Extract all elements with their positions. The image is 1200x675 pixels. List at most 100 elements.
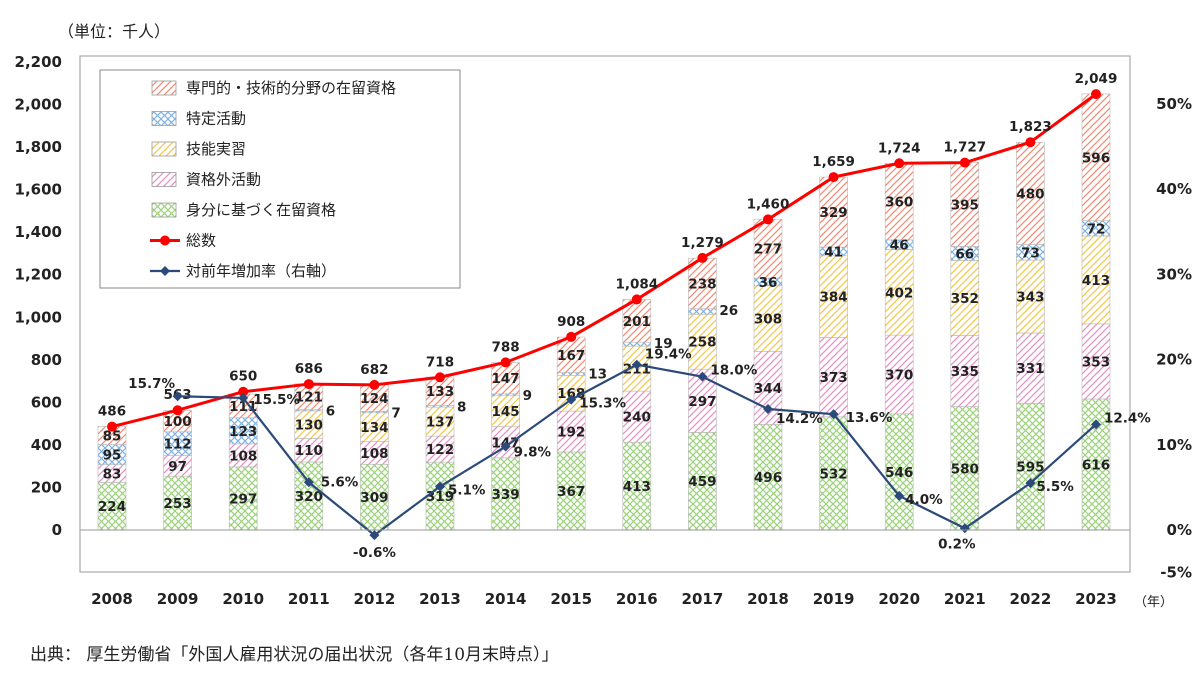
growth-rate-point xyxy=(238,392,249,403)
bar-segment-status xyxy=(556,451,586,531)
left-axis-tick-label: 600 xyxy=(31,393,62,411)
segment-label-outside: 344 xyxy=(754,381,782,397)
total-label: 1,727 xyxy=(943,140,986,156)
growth-rate-point xyxy=(1025,478,1036,489)
total-point xyxy=(697,252,708,263)
legend-swatch-trainee xyxy=(151,141,177,157)
bar-segment-professional xyxy=(753,218,783,279)
total-label: 1,823 xyxy=(1009,119,1052,135)
bar-2011 xyxy=(294,383,324,531)
total-label: 486 xyxy=(98,404,126,420)
segment-label-specific: 123 xyxy=(229,424,257,440)
segment-label-trainee: 308 xyxy=(754,312,782,328)
segment-label-trainee: 402 xyxy=(885,285,913,301)
source-label: 出典： 厚生労働省「外国人雇用状況の届出状況（各年10月末時点）」 xyxy=(30,645,559,665)
bar-segment-specific xyxy=(622,341,652,347)
bar-segment-professional xyxy=(556,336,586,373)
bar-2008 xyxy=(97,426,127,531)
bar-segment-trainee xyxy=(491,395,520,427)
segment-label-professional: 100 xyxy=(164,414,192,430)
segment-label-specific: 19 xyxy=(654,336,673,352)
left-axis-tick-label: 1,400 xyxy=(15,223,62,241)
total-label: 650 xyxy=(229,369,257,385)
segment-label-specific: 8 xyxy=(457,399,466,415)
stacked-bar-line-chart: 2248395852539711210029710812311132011013… xyxy=(15,53,1192,610)
bar-segment-outside xyxy=(884,334,914,415)
segment-label-outside: 122 xyxy=(426,442,454,458)
segment-label-status: 320 xyxy=(295,489,323,505)
segment-label-status: 595 xyxy=(1016,460,1044,476)
total-point xyxy=(172,405,183,416)
legend-item-total: 総数 xyxy=(150,232,216,250)
bar-segment-outside xyxy=(950,335,980,407)
right-axis-tick-label: 10% xyxy=(1156,436,1192,454)
segment-label-outside: 297 xyxy=(688,394,716,410)
segment-label-outside: 335 xyxy=(951,364,979,380)
segment-label-outside: 353 xyxy=(1082,354,1110,370)
right-axis-tick-label: 0% xyxy=(1167,521,1192,539)
unit-label: （単位：千人） xyxy=(58,22,171,41)
bar-2009 xyxy=(163,410,192,531)
segment-label-trainee: 145 xyxy=(492,404,520,420)
growth-rate-point xyxy=(763,404,773,415)
total-label: 1,279 xyxy=(681,235,724,251)
total-label: 788 xyxy=(492,339,520,355)
segment-label-specific: 112 xyxy=(164,437,192,453)
segment-label-outside: 97 xyxy=(168,459,187,475)
segment-label-professional: 167 xyxy=(557,348,585,364)
growth-rate-point xyxy=(566,394,577,405)
growth-rate-point xyxy=(303,477,314,488)
segment-label-specific: 41 xyxy=(824,244,843,260)
segment-label-trainee: 130 xyxy=(295,418,323,434)
legend-label: 対前年増加率（右軸） xyxy=(186,262,336,280)
bar-segment-status xyxy=(688,432,717,531)
growth-rate-point xyxy=(894,490,905,501)
segment-label-specific: 6 xyxy=(326,404,335,420)
x-axis-tick-label: 2022 xyxy=(1010,590,1052,608)
segment-label-status: 580 xyxy=(951,461,979,477)
bar-segment-professional xyxy=(1016,142,1045,245)
segment-label-professional: 85 xyxy=(103,428,122,444)
segment-label-trainee: 134 xyxy=(360,420,388,436)
bar-segment-trainee xyxy=(688,313,717,370)
segment-label-outside: 108 xyxy=(360,446,388,462)
legend-item-outside: 資格外活動 xyxy=(151,171,261,189)
segment-label-status: 532 xyxy=(820,466,848,482)
total-label: 682 xyxy=(360,362,388,378)
growth-rate-label: 5.5% xyxy=(1036,479,1074,495)
total-point xyxy=(566,331,577,342)
x-axis-tick-label: 2020 xyxy=(878,590,920,608)
left-axis-tick-label: 2,200 xyxy=(15,53,62,71)
bar-segment-status xyxy=(950,406,980,531)
total-point xyxy=(303,379,314,390)
total-label: 1,460 xyxy=(747,196,790,212)
bar-2020 xyxy=(884,162,914,531)
legend-item-professional: 専門的・技術的分野の在留資格 xyxy=(151,79,396,97)
segment-label-professional: 147 xyxy=(492,371,520,387)
legend-item-trainee: 技能実習 xyxy=(151,140,246,158)
total-point xyxy=(1091,89,1101,100)
segment-label-outside: 83 xyxy=(103,467,122,483)
segment-label-professional: 360 xyxy=(885,195,913,211)
segment-label-professional: 238 xyxy=(688,276,716,292)
segment-label-outside: 110 xyxy=(295,443,323,459)
growth-rate-label: 4.0% xyxy=(905,492,943,508)
legend-item-specific: 特定活動 xyxy=(151,110,246,128)
x-axis-tick-label: 2009 xyxy=(157,590,199,608)
left-axis-tick-label: 400 xyxy=(31,436,62,454)
bar-segment-outside xyxy=(1081,323,1111,400)
bar-segment-specific xyxy=(688,308,717,315)
growth-rate-label: 5.1% xyxy=(448,483,486,499)
segment-label-professional: 133 xyxy=(426,384,454,400)
legend-label: 特定活動 xyxy=(186,110,246,128)
segment-label-professional: 121 xyxy=(295,390,323,406)
segment-label-professional: 111 xyxy=(229,399,257,415)
x-axis-tick-label: 2010 xyxy=(222,590,264,608)
left-axis-tick-label: 0 xyxy=(52,521,62,539)
right-axis-tick-label: 20% xyxy=(1156,351,1192,369)
growth-rate-label: 18.0% xyxy=(710,363,757,379)
bar-segment-trainee xyxy=(1016,259,1045,334)
bar-segment-outside xyxy=(622,390,652,443)
bar-segment-trainee xyxy=(884,249,914,336)
x-axis-tick-label: 2019 xyxy=(813,590,855,608)
